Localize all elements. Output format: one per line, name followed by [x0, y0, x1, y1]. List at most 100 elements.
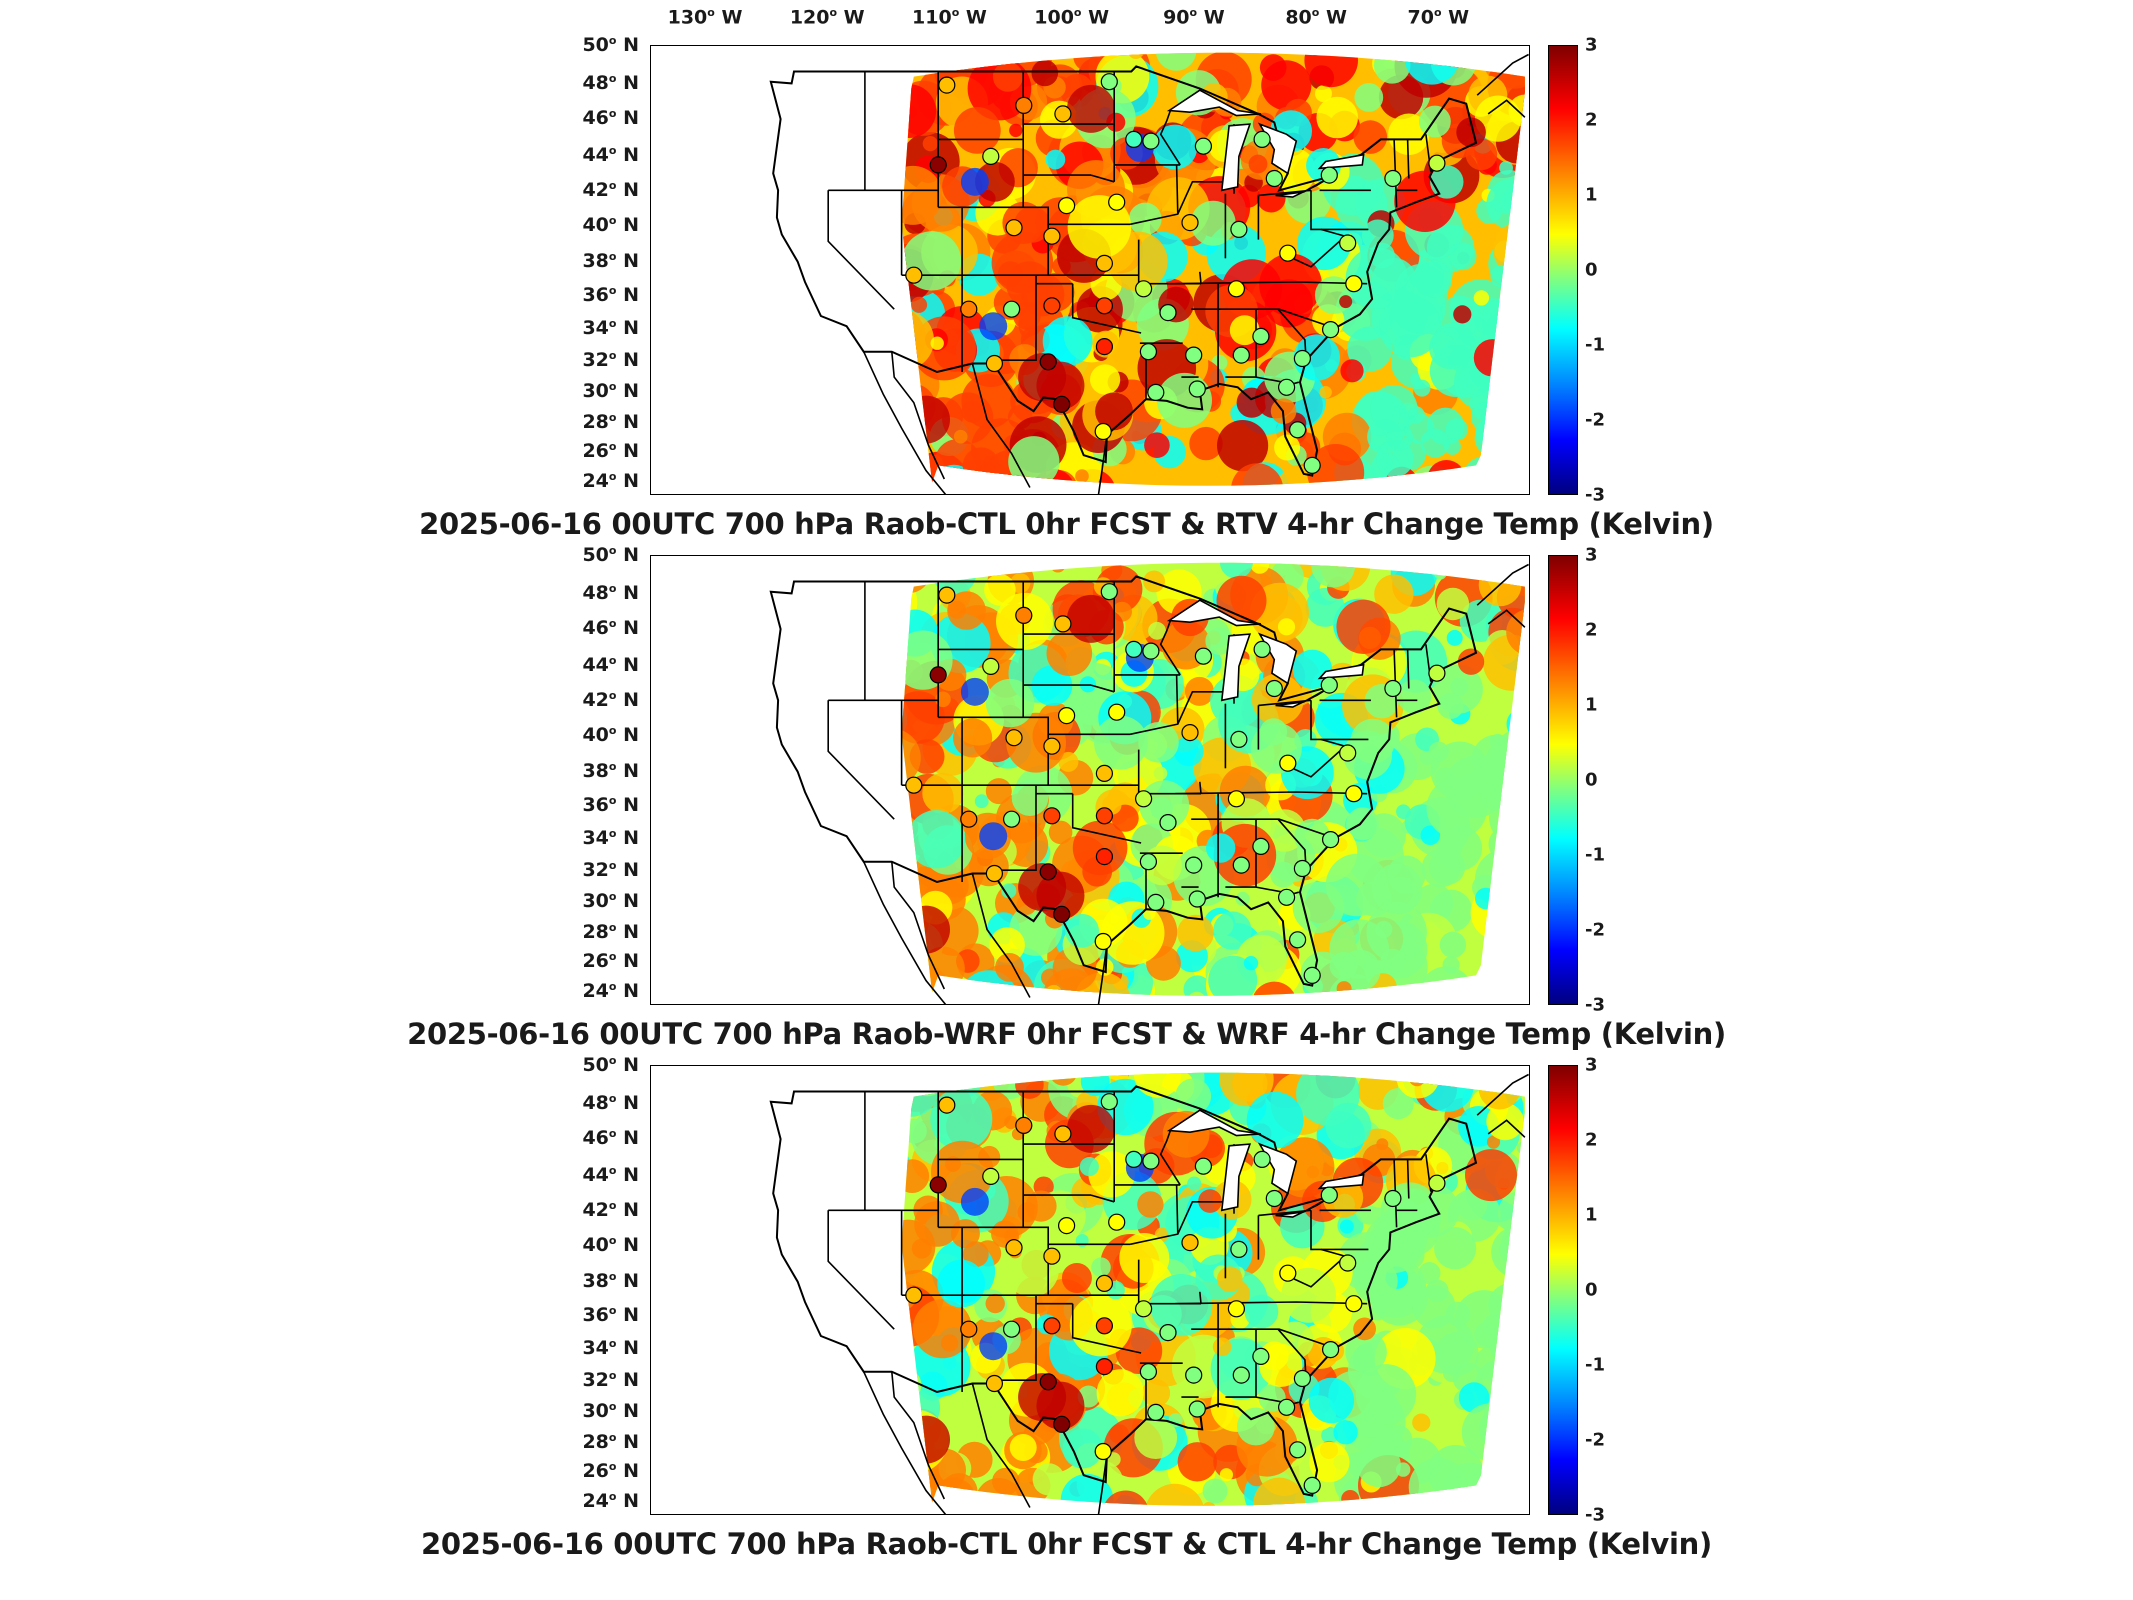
raob-station-marker — [1277, 1398, 1296, 1416]
raob-station-marker — [1005, 729, 1023, 747]
lat-tick-label: 44o N — [582, 1163, 639, 1187]
raob-station-marker — [929, 1176, 947, 1194]
raob-station-marker — [1094, 932, 1112, 951]
raob-station-marker — [1230, 730, 1248, 748]
raob-station-marker — [1135, 1300, 1153, 1318]
raob-station-marker — [929, 156, 947, 174]
raob-station-marker — [1253, 130, 1271, 149]
raob-station-marker — [1339, 234, 1357, 252]
lat-tick-label: 30o N — [582, 379, 639, 403]
lat-tick-label: 24o N — [582, 979, 639, 1003]
colorbar-tick-label: -3 — [1585, 994, 1605, 1016]
raob-station-marker — [1185, 856, 1203, 874]
raob-station-marker — [1058, 197, 1076, 215]
raob-station-marker — [1188, 380, 1206, 398]
raob-station-marker — [1339, 1254, 1357, 1272]
lat-tick-label: 44o N — [582, 653, 639, 677]
raob-station-marker — [905, 1286, 923, 1304]
raob-station-marker — [1181, 724, 1199, 742]
colorbar-tick-label: 3 — [1585, 1054, 1598, 1076]
lat-tick-label: 32o N — [582, 348, 639, 372]
panel-title: 2025-06-16 00UTC 700 hPa Raob-WRF 0hr FC… — [407, 1017, 1726, 1051]
colorbar-tick-label: -3 — [1585, 484, 1605, 506]
raob-station-marker — [1054, 105, 1072, 123]
raob-station-marker — [1125, 640, 1143, 659]
colorbar-tick-label: 1 — [1585, 694, 1598, 716]
raob-station-marker — [1384, 1189, 1402, 1208]
raob-station-marker — [1139, 853, 1157, 871]
raob-station-marker — [1142, 132, 1160, 150]
raob-station-marker — [1185, 1366, 1203, 1384]
raob-station-marker — [1043, 297, 1061, 315]
raob-station-marker — [1227, 1300, 1246, 1318]
raob-station-marker — [1194, 1157, 1213, 1175]
raob-station-marker — [1095, 807, 1113, 825]
lat-tick-label: 50o N — [582, 543, 639, 567]
raob-station-marker — [1139, 1363, 1157, 1381]
raob-station-marker — [1339, 744, 1357, 762]
lat-tick-label: 42o N — [582, 1198, 639, 1222]
raob-station-marker — [1428, 154, 1446, 172]
raob-station-marker — [1015, 96, 1033, 115]
raob-station-marker — [1003, 810, 1021, 828]
political-boundaries — [769, 1073, 1529, 1514]
map-panel-1: 50o N 48o N 46o N 44o N 42o N 40o N 38o N 36o N… — [0, 34, 2133, 555]
lat-tick-label: 26o N — [582, 949, 639, 973]
raob-station-marker — [1054, 1125, 1072, 1143]
lat-tick-label: 24o N — [582, 469, 639, 493]
raob-station-marker — [905, 776, 923, 794]
raob-station-marker — [1043, 807, 1061, 825]
raob-station-marker — [1428, 1174, 1446, 1192]
raob-station-marker — [1039, 863, 1057, 881]
colorbar-tick-label: 3 — [1585, 544, 1598, 566]
map-frame — [650, 45, 1530, 495]
raob-station-marker — [1345, 785, 1363, 803]
raob-station-marker — [1095, 1274, 1113, 1292]
raob-station-marker — [960, 1320, 978, 1338]
raob-station-marker — [1194, 137, 1213, 155]
raob-station-marker — [1095, 1358, 1113, 1376]
raob-station-marker — [1005, 1239, 1023, 1257]
raob-station-marker — [982, 1167, 1000, 1186]
temperature-map — [769, 562, 1529, 1004]
temperature-change-field — [901, 52, 1525, 486]
raob-station-marker — [1159, 304, 1177, 322]
raob-station-marker — [1108, 1213, 1126, 1231]
raob-station-marker — [1288, 421, 1307, 439]
lat-tick-label: 30o N — [582, 889, 639, 913]
raob-station-marker — [1094, 422, 1112, 441]
raob-station-marker — [1043, 1247, 1061, 1265]
raob-station-marker — [1293, 1369, 1312, 1388]
raob-station-marker — [1094, 1442, 1112, 1461]
lon-tick-label: 90o W — [1163, 6, 1225, 29]
raob-station-marker — [1293, 349, 1312, 368]
raob-station-marker — [1043, 737, 1061, 755]
raob-station-marker — [1135, 280, 1153, 298]
raob-station-marker — [1303, 1476, 1321, 1494]
raob-station-marker — [1147, 893, 1165, 911]
lat-tick-label: 40o N — [582, 213, 639, 237]
raob-station-marker — [1232, 346, 1250, 364]
lat-tick-label: 28o N — [582, 410, 639, 434]
map-frame — [650, 555, 1530, 1005]
raob-station-marker — [1185, 346, 1203, 364]
raob-station-marker — [905, 266, 923, 284]
raob-station-marker — [1125, 1150, 1143, 1169]
lat-tick-label: 32o N — [582, 858, 639, 882]
temperature-change-field — [901, 1072, 1525, 1506]
lat-tick-label: 42o N — [582, 688, 639, 712]
lat-tick-label: 28o N — [582, 1430, 639, 1454]
panel-title: 2025-06-16 00UTC 700 hPa Raob-CTL 0hr FC… — [421, 1527, 1712, 1561]
raob-station-marker — [1142, 1152, 1160, 1170]
raob-station-marker — [1279, 1264, 1297, 1282]
raob-station-marker — [985, 354, 1003, 373]
raob-station-marker — [1015, 1116, 1033, 1135]
lat-tick-label: 36o N — [582, 1303, 639, 1327]
raob-station-marker — [1265, 679, 1283, 698]
raob-station-marker — [1227, 280, 1246, 298]
raob-station-marker — [1039, 1373, 1057, 1391]
lon-tick-label: 130o W — [667, 6, 743, 29]
raob-station-marker — [1053, 1415, 1071, 1433]
lat-tick-label: 42o N — [582, 178, 639, 202]
raob-station-marker — [1100, 73, 1118, 91]
